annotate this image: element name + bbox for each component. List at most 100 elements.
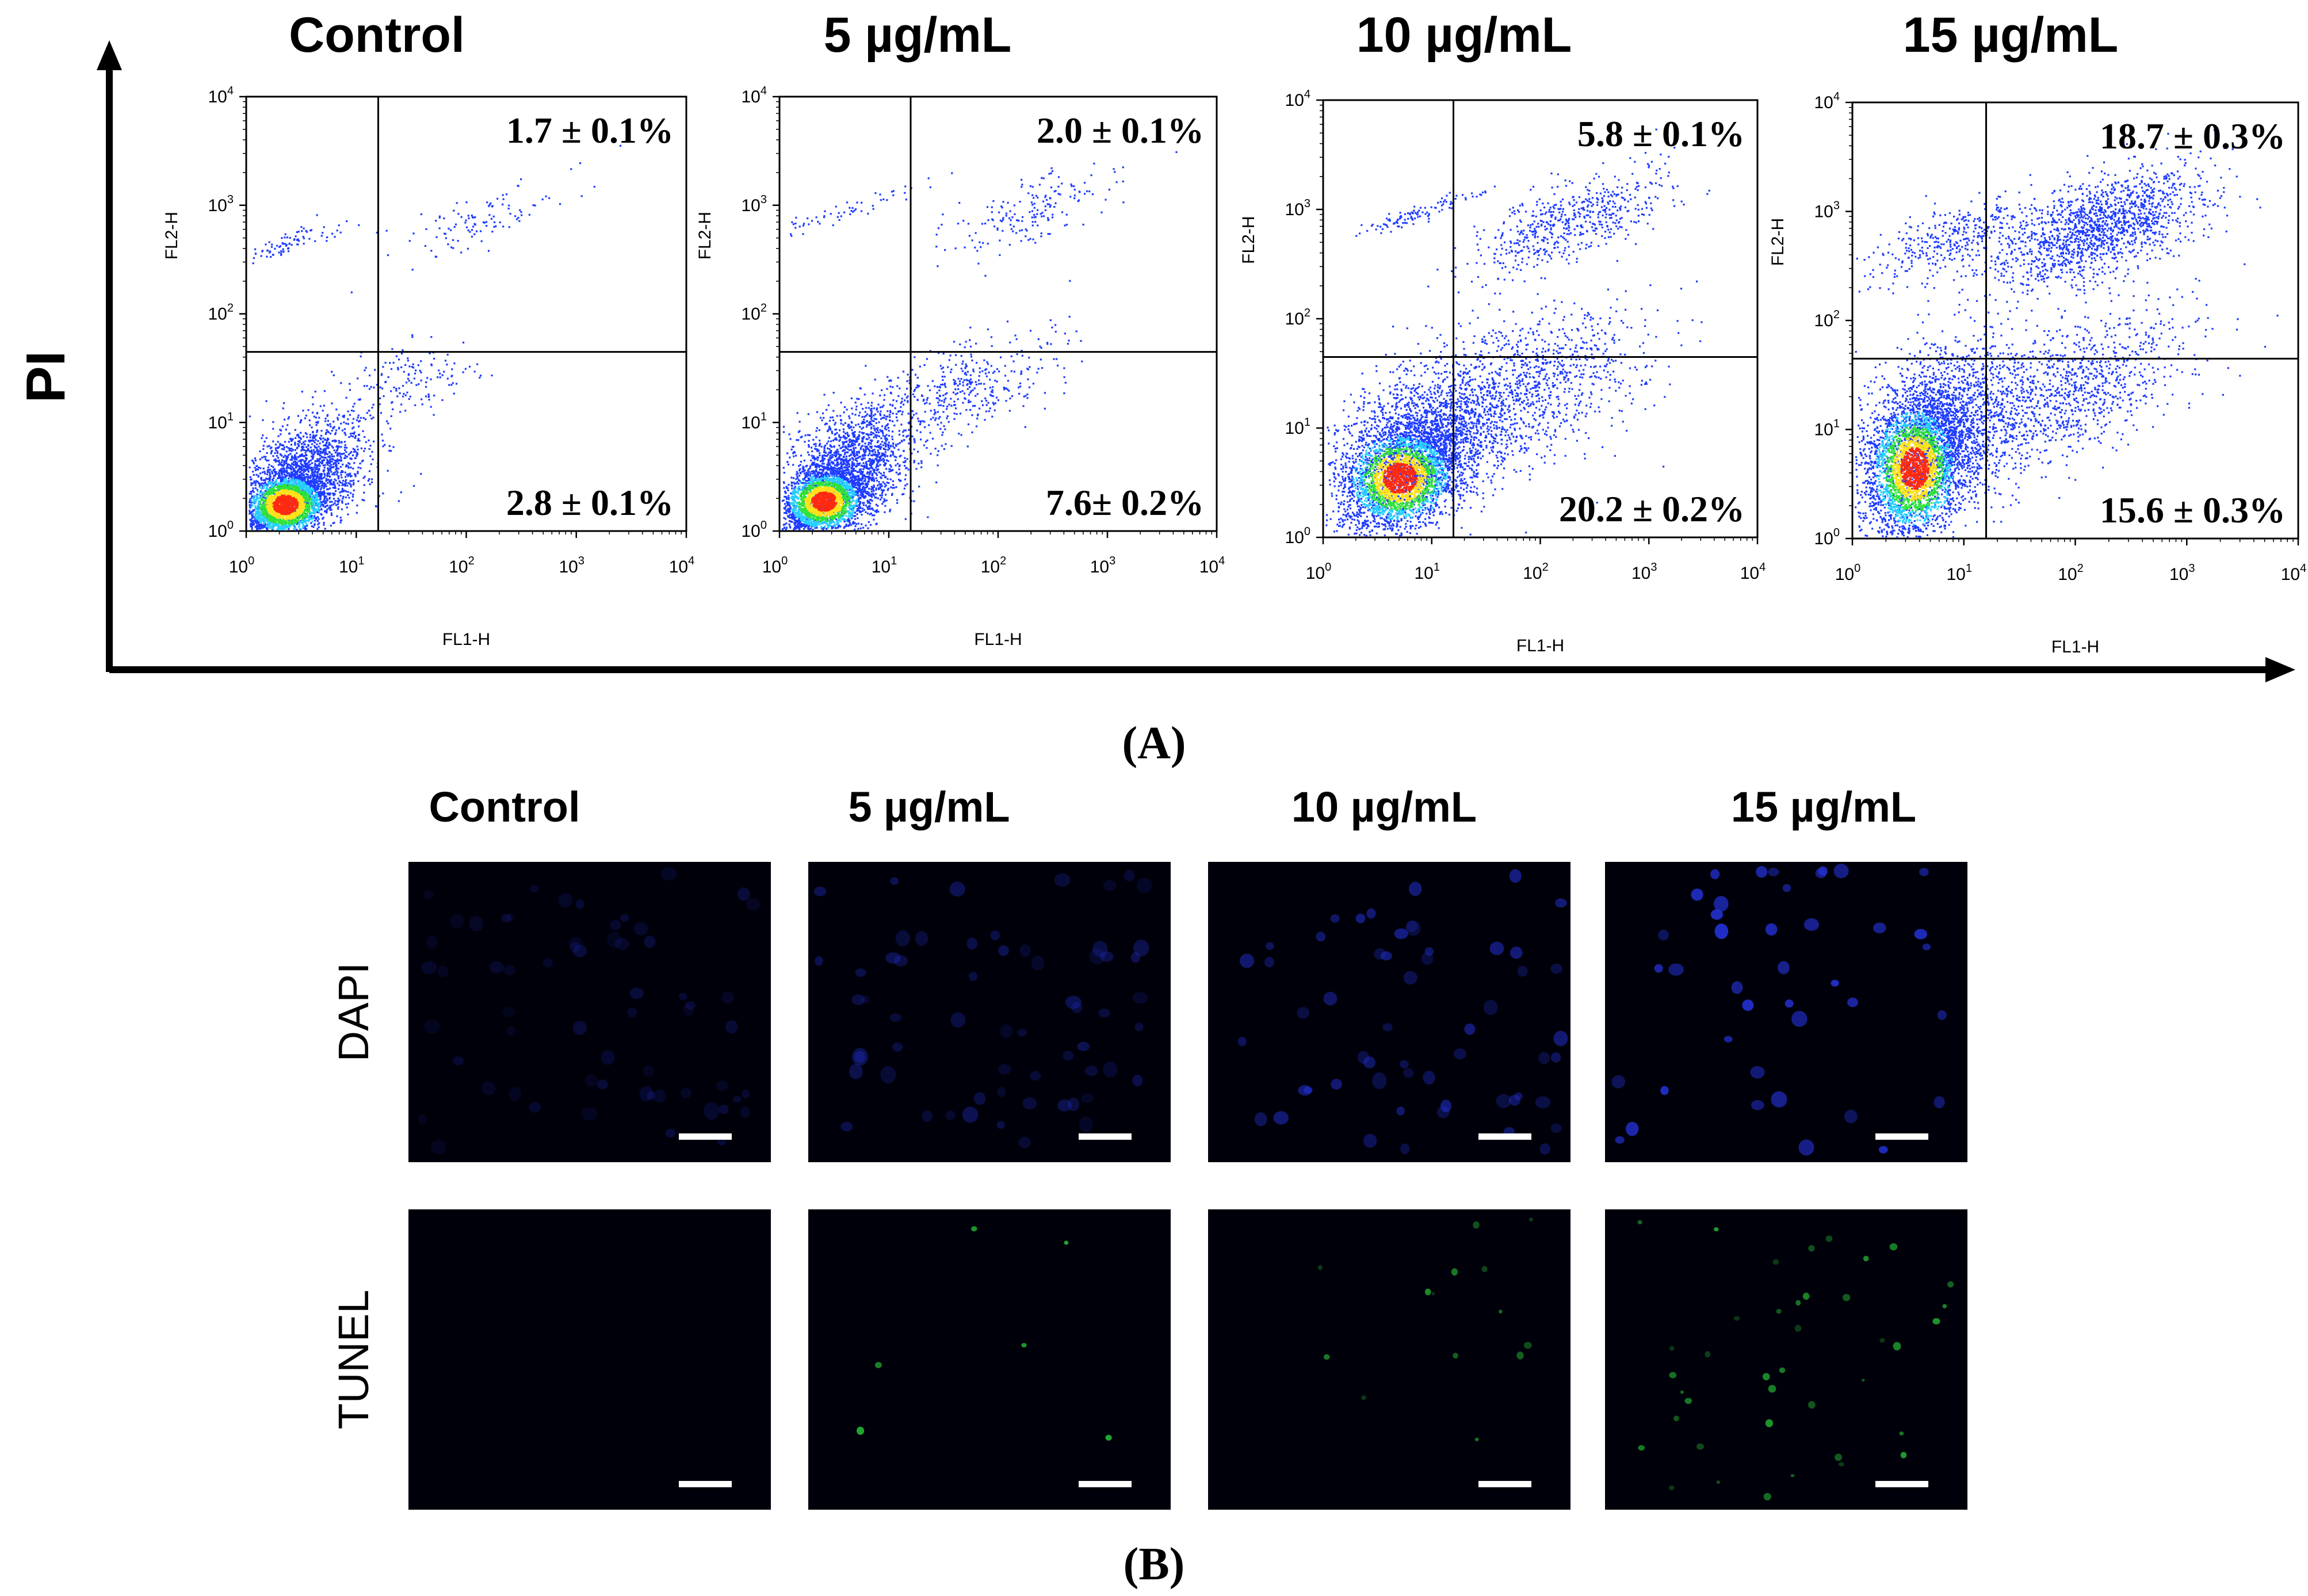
nucleus xyxy=(966,937,978,950)
nucleus xyxy=(1065,995,1082,1009)
scale-bar xyxy=(1478,1133,1531,1140)
nucleus xyxy=(851,994,865,1005)
nucleus xyxy=(890,877,899,885)
y-tick-label: 101 xyxy=(1285,416,1311,438)
panel-b-label: (B) xyxy=(1124,1539,1185,1590)
nucleus xyxy=(1100,951,1114,962)
y-axis-label: FL2-H xyxy=(1239,216,1258,264)
nucleus xyxy=(1323,991,1338,1006)
nucleus xyxy=(892,1043,903,1052)
nucleus xyxy=(1132,992,1148,1004)
tunel-signal xyxy=(1637,1220,1642,1224)
x-tick-label: 100 xyxy=(1835,562,1861,584)
nucleus xyxy=(1400,1060,1409,1068)
nucleus xyxy=(996,1087,1006,1097)
tunel-micrograph xyxy=(1208,1209,1570,1510)
tunel-signal xyxy=(1838,1462,1844,1467)
nucleus xyxy=(1124,869,1135,882)
tunel-signal xyxy=(1516,1351,1524,1360)
nucleus xyxy=(1085,1066,1098,1076)
nucleus xyxy=(725,1020,738,1034)
nucleus xyxy=(1933,1096,1945,1109)
scatter-population-late-apoptotic xyxy=(935,151,1178,277)
nucleus xyxy=(1626,1121,1639,1136)
dapi-micrograph xyxy=(408,862,771,1162)
nucleus xyxy=(1409,881,1422,896)
x-axis-label: FL1-H xyxy=(974,630,1022,649)
scatter-population-late-apoptotic xyxy=(350,144,622,293)
nucleus xyxy=(1611,1075,1626,1089)
nucleus xyxy=(423,1019,440,1034)
nucleus xyxy=(1724,1036,1733,1043)
plot-frame xyxy=(778,96,1218,532)
tunel-signal xyxy=(1900,1452,1907,1458)
nucleus xyxy=(685,1001,696,1010)
nucleus xyxy=(813,887,827,896)
flow-plot: 5 µg/mL2.0 ± 0.1%7.6± 0.2%10010010110110… xyxy=(696,7,1225,649)
nucleus xyxy=(653,1089,666,1103)
nucleus xyxy=(1079,1116,1093,1132)
lower-right-percent: 2.8 ± 0.1% xyxy=(506,482,674,523)
nucleus xyxy=(1615,1136,1625,1144)
nucleus xyxy=(597,1079,609,1090)
nucleus xyxy=(1423,1071,1435,1085)
nucleus xyxy=(620,914,629,922)
scatter-population-necrotic xyxy=(790,172,953,237)
scatter-population-dense xyxy=(782,434,895,531)
nucleus xyxy=(1509,869,1522,883)
nucleus xyxy=(1357,1051,1370,1064)
scatter-dots xyxy=(249,144,622,531)
nucleus xyxy=(581,1107,598,1121)
nucleus xyxy=(1266,942,1274,950)
concentration-title: 5 µg/mL xyxy=(824,7,1012,63)
nucleus xyxy=(1785,999,1794,1008)
nucleus xyxy=(573,944,587,957)
nucleus xyxy=(1750,1066,1765,1079)
tunel-signal xyxy=(1696,1443,1704,1450)
micrograph-background xyxy=(408,1209,771,1510)
lower-right-percent: 15.6 ± 0.3% xyxy=(2100,490,2286,530)
nucleus xyxy=(584,1074,598,1087)
nucleus xyxy=(1919,868,1929,876)
nucleus xyxy=(1132,1074,1143,1087)
nucleus xyxy=(607,931,622,948)
tunel-micrograph xyxy=(808,1209,1171,1510)
nucleus xyxy=(1316,931,1326,942)
nucleus xyxy=(1237,1037,1247,1047)
nucleus xyxy=(1331,1079,1343,1090)
nucleus xyxy=(1751,1100,1764,1110)
nucleus xyxy=(570,941,580,953)
nucleus xyxy=(575,899,584,909)
nucleus xyxy=(1381,951,1392,961)
lower-right-percent: 20.2 ± 0.2% xyxy=(1559,488,1745,529)
tunel-signal xyxy=(1808,1401,1816,1409)
nucleus xyxy=(1000,1024,1013,1038)
tunel-signal xyxy=(1669,1372,1677,1379)
nucleus xyxy=(542,958,553,968)
nucleus xyxy=(1440,1099,1452,1113)
tunel-signal xyxy=(1765,1419,1773,1427)
nucleus xyxy=(1878,1146,1888,1154)
nucleus xyxy=(1660,1086,1669,1095)
tunel-signal xyxy=(1779,1367,1786,1373)
scatter-dots xyxy=(1855,129,2279,539)
nucleus xyxy=(716,1080,729,1091)
upper-right-percent: 2.0 ± 0.1% xyxy=(1037,110,1204,151)
nucleus xyxy=(1363,1133,1377,1148)
nucleus xyxy=(962,1106,979,1123)
nucleus xyxy=(1782,884,1791,892)
tunel-signal xyxy=(1361,1395,1366,1400)
tunel-signal xyxy=(1879,1338,1885,1343)
tunel-signal xyxy=(1802,1292,1810,1300)
y-axis-label: FL2-H xyxy=(696,212,714,259)
nucleus xyxy=(507,1026,517,1036)
scatter-population-dense xyxy=(249,449,362,531)
scatter-population-necrotic xyxy=(1355,185,1496,237)
tunel-signal xyxy=(1673,1415,1679,1422)
tunel-signal xyxy=(1524,1342,1532,1349)
tunel-signal xyxy=(1680,1390,1684,1394)
tunel-signal xyxy=(1861,1379,1865,1382)
nucleus xyxy=(1421,952,1434,965)
upper-right-percent: 18.7 ± 0.3% xyxy=(2100,116,2286,156)
